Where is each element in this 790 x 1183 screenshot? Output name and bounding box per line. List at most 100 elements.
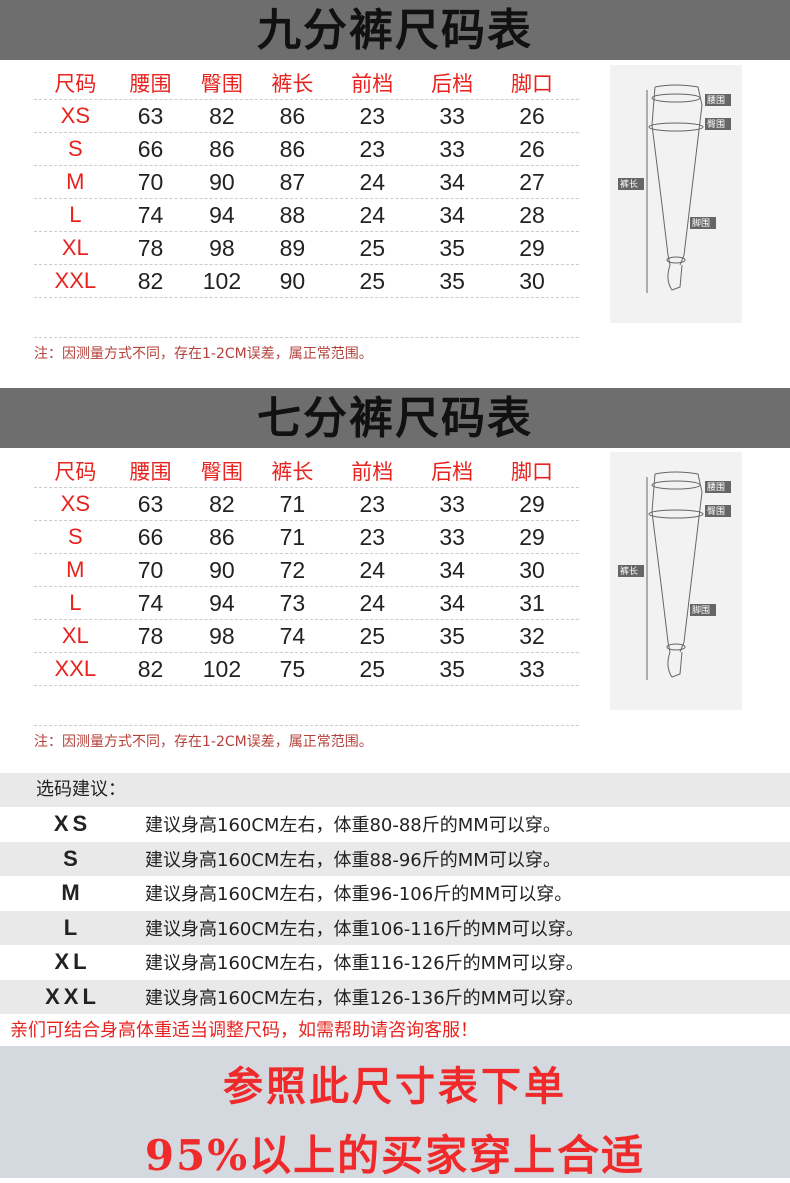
suggest-text: 建议身高160CM左右，体重126-136斤的MM可以穿。: [145, 987, 584, 1009]
measurement-cell: 25: [359, 622, 386, 649]
size-label: XXL: [54, 268, 97, 293]
size-suggestions: 选码建议： XS 建议身高160CM左右，体重80-88斤的MM可以穿。 S 建议身高…: [0, 773, 790, 1048]
measurement-cell: 102: [202, 267, 242, 294]
footer-banner: 参照此尺寸表下单 95%以上的买家穿上合适: [0, 1046, 790, 1180]
hip-label-text: 臀围: [707, 506, 725, 517]
pants-diagram-1: 腰围 臀围 裤长 脚围: [610, 65, 742, 323]
measurement-cell: 70: [137, 168, 164, 195]
measurement-cell: 72: [279, 556, 306, 583]
measurement-cell: 33: [519, 655, 545, 682]
hem-label-text: 脚围: [692, 605, 710, 616]
measurement-cell: 78: [137, 622, 164, 649]
table2-title: 七分裤尺码表: [0, 388, 790, 448]
column-header: 臀围: [200, 459, 243, 484]
measurement-cell: 29: [519, 234, 545, 261]
length-label-text: 裤长: [620, 178, 638, 190]
table-row: XS 63 82 71 23 33 29: [34, 488, 579, 521]
table1-size-chart: 尺码 腰围 臀围 裤长 前档 后档 脚口 XS 63 82 86 23 33 26 S 66 86 86 23 33 2…: [34, 66, 579, 338]
measurement-cell: 33: [439, 135, 465, 162]
column-header: 脚口: [511, 71, 554, 96]
size-label: XL: [61, 623, 89, 648]
waist-label: [705, 481, 731, 493]
measurement-cell: 29: [519, 523, 545, 550]
suggest-row: XS 建议身高160CM左右，体重80-88斤的MM可以穿。: [0, 807, 790, 842]
measurement-cell: 35: [439, 622, 465, 649]
measurement-cell: 74: [137, 589, 164, 616]
table-row: S 66 86 71 23 33 29: [34, 521, 579, 554]
measurement-cell: 35: [439, 267, 465, 294]
column-header: 尺码: [54, 459, 97, 484]
table-header-row: 尺码 腰围 臀围 裤长 前档 后档 脚口: [34, 66, 579, 100]
measurement-cell: 23: [359, 490, 386, 517]
suggest-size: XS: [53, 811, 92, 837]
measurement-cell: 34: [439, 168, 465, 195]
column-header: 后档: [431, 71, 474, 96]
measurement-cell: 35: [439, 234, 465, 261]
table-row: XXL 82 102 75 25 35 33: [34, 653, 579, 686]
size-label: S: [68, 136, 83, 161]
column-header: 尺码: [54, 71, 97, 96]
footer-line1: 参照此尺寸表下单: [223, 1063, 567, 1110]
measurement-cell: 30: [519, 556, 545, 583]
column-header: 臀围: [200, 71, 243, 96]
table-row: L 74 94 73 24 34 31: [34, 587, 579, 620]
measurement-cell: 25: [359, 655, 386, 682]
column-header: 裤长: [271, 71, 314, 96]
measurement-cell: 34: [439, 589, 465, 616]
table-row: XXL 82 102 90 25 35 30: [34, 265, 579, 298]
measurement-cell: 88: [279, 201, 306, 228]
measurement-cell: 71: [279, 523, 306, 550]
measurement-cell: 23: [359, 523, 386, 550]
size-label: M: [66, 169, 85, 194]
measurement-cell: 70: [137, 556, 164, 583]
measurement-cell: 90: [209, 168, 235, 195]
table-row: XS 63 82 86 23 33 26: [34, 100, 579, 133]
suggest-size: S: [63, 845, 82, 871]
suggest-text: 建议身高160CM左右，体重96-106斤的MM可以穿。: [145, 884, 573, 906]
measurement-cell: 75: [279, 655, 306, 682]
suggest-row: XXL 建议身高160CM左右，体重126-136斤的MM可以穿。: [0, 979, 790, 1014]
measurement-cell: 89: [279, 234, 306, 261]
measurement-cell: 25: [359, 234, 386, 261]
measurement-cell: 82: [209, 102, 235, 129]
suggest-text: 建议身高160CM左右，体重106-116斤的MM可以穿。: [145, 918, 584, 940]
suggest-row: XL 建议身高160CM左右，体重116-126斤的MM可以穿。: [0, 945, 790, 980]
size-label: L: [69, 202, 82, 227]
measurement-cell: 86: [279, 102, 306, 129]
hip-label-text: 臀围: [707, 119, 725, 130]
measurement-cell: 86: [279, 135, 306, 162]
measurement-cell: 34: [439, 201, 465, 228]
suggest-size: XXL: [45, 983, 100, 1009]
measurement-cell: 23: [359, 102, 386, 129]
table-spacer: [34, 298, 579, 338]
measurement-cell: 26: [519, 102, 545, 129]
suggest-row: M 建议身高160CM左右，体重96-106斤的MM可以穿。: [0, 876, 790, 911]
table-row: M 70 90 87 24 34 27: [34, 166, 579, 199]
measurement-cell: 63: [137, 490, 164, 517]
waist-label: [705, 94, 731, 106]
measurement-cell: 33: [439, 523, 465, 550]
measurement-cell: 63: [137, 102, 164, 129]
suggest-size: M: [61, 880, 84, 906]
column-header: 腰围: [129, 71, 172, 96]
table-row: XL 78 98 74 25 35 32: [34, 620, 579, 653]
measurement-cell: 74: [279, 622, 306, 649]
column-header: 腰围: [129, 459, 172, 484]
measurement-cell: 71: [279, 490, 306, 517]
column-header: 裤长: [271, 459, 314, 484]
table-row: M 70 90 72 24 34 30: [34, 554, 579, 587]
measurement-cell: 90: [279, 267, 306, 294]
table-row: L 74 94 88 24 34 28: [34, 199, 579, 232]
suggest-size: L: [63, 914, 82, 940]
suggest-size: XL: [54, 949, 91, 975]
measurement-cell: 24: [359, 201, 386, 228]
hem-label-text: 脚围: [692, 218, 710, 229]
size-label: L: [69, 590, 82, 615]
size-label: XL: [61, 235, 89, 260]
measurement-cell: 87: [279, 168, 306, 195]
measurement-cell: 31: [519, 589, 545, 616]
measurement-cell: 33: [439, 102, 465, 129]
size-label: M: [66, 557, 85, 582]
waist-label-text: 腰围: [707, 95, 725, 106]
measurement-cell: 82: [209, 490, 235, 517]
